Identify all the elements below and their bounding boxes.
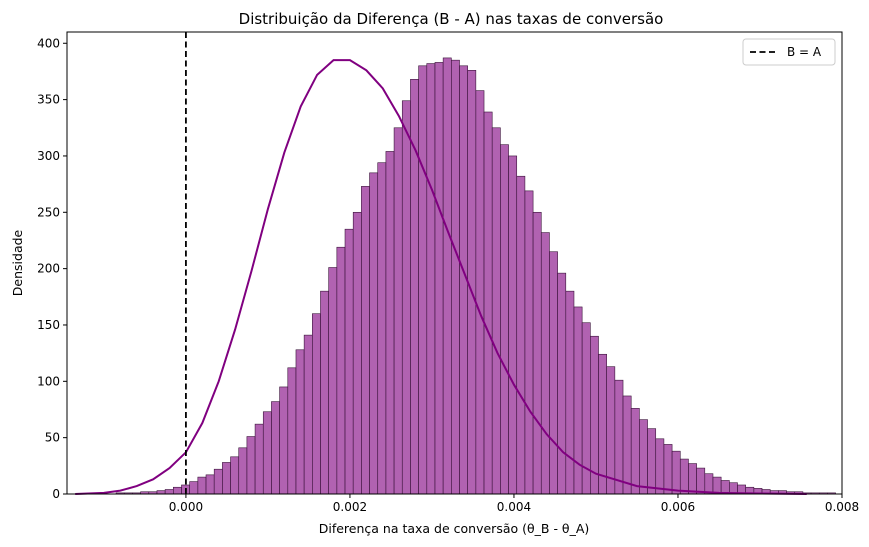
histogram-bar xyxy=(655,438,665,495)
y-axis-ticks: 0 50 100 150 200 250 300 350 400 xyxy=(37,36,67,501)
y-tick-label: 400 xyxy=(37,36,60,50)
histogram-bar xyxy=(540,232,550,495)
histogram-bar xyxy=(712,476,722,495)
plot-frame xyxy=(66,31,843,495)
histogram-bar xyxy=(295,349,305,495)
histogram-bar xyxy=(222,462,231,495)
histogram-bar xyxy=(393,127,403,495)
histogram-bar xyxy=(565,290,575,495)
histogram-bar xyxy=(230,456,240,495)
histogram-bar xyxy=(598,353,607,495)
x-axis-label: Diferença na taxa de conversão (θ_B - θ_… xyxy=(319,521,590,536)
x-tick-label: 0.002 xyxy=(333,500,367,514)
histogram-bar xyxy=(630,408,640,495)
x-tick-label: 0.008 xyxy=(825,500,859,514)
histogram-bar xyxy=(679,458,689,495)
y-tick-label: 350 xyxy=(37,93,60,107)
histogram-bar xyxy=(491,127,501,495)
histogram-bar xyxy=(197,476,207,495)
histogram-bar xyxy=(647,428,657,495)
histogram-bar xyxy=(401,100,411,495)
y-tick-label: 250 xyxy=(37,205,60,219)
histogram-bar xyxy=(361,186,370,495)
y-tick-label: 0 xyxy=(52,487,60,501)
histogram-bar xyxy=(500,144,509,495)
histogram-bar xyxy=(328,267,338,495)
histogram-bar xyxy=(557,272,567,495)
histogram-bar xyxy=(532,211,542,495)
histogram-bar xyxy=(622,395,632,495)
histogram-bar xyxy=(696,467,706,495)
chart-title: Distribuição da Diferença (B - A) nas ta… xyxy=(239,10,664,28)
histogram-bar xyxy=(156,490,166,495)
histogram-bar xyxy=(508,155,518,495)
x-axis-ticks: 0.000 0.002 0.004 0.006 0.008 xyxy=(169,494,859,514)
histogram-bar xyxy=(434,62,444,495)
y-axis-label: Densidade xyxy=(10,229,25,296)
histogram-bar xyxy=(426,63,436,495)
plot-area xyxy=(75,32,836,495)
histogram-bar xyxy=(246,436,256,495)
histogram-bar xyxy=(344,228,354,495)
histogram-bar xyxy=(614,379,624,495)
legend-box xyxy=(742,38,836,66)
histogram-bar xyxy=(606,366,616,495)
histogram-bar xyxy=(189,481,199,495)
legend-label: B = A xyxy=(787,45,822,59)
histogram-bar xyxy=(213,468,223,495)
histogram-bar xyxy=(336,246,346,495)
histogram-bar xyxy=(164,489,174,495)
histogram-bar xyxy=(385,151,395,495)
histogram-bar xyxy=(377,162,387,495)
histogram-bar xyxy=(524,190,534,495)
histogram-bar xyxy=(483,111,493,495)
histogram-bar xyxy=(516,175,526,495)
histogram-bar xyxy=(238,447,248,495)
histogram-bar xyxy=(205,474,215,495)
y-tick-label: 200 xyxy=(37,262,60,276)
legend: B = A xyxy=(742,38,836,66)
histogram-bar xyxy=(271,401,280,495)
x-tick-label: 0.000 xyxy=(169,500,203,514)
histogram-bar xyxy=(287,367,297,495)
y-tick-label: 50 xyxy=(45,431,60,445)
histogram-bar xyxy=(320,290,329,495)
histogram-bar xyxy=(173,486,182,495)
histogram-bar xyxy=(312,313,321,495)
histogram-bars xyxy=(115,57,836,495)
histogram-bar xyxy=(671,450,681,495)
histogram-bar xyxy=(279,386,289,495)
histogram-bar xyxy=(303,334,313,495)
y-tick-label: 150 xyxy=(37,318,60,332)
histogram-bar xyxy=(451,59,460,495)
histogram-bar xyxy=(369,172,379,495)
y-tick-label: 300 xyxy=(37,149,60,163)
histogram-bar xyxy=(663,444,673,495)
histogram-bar xyxy=(704,473,714,495)
histogram-bar xyxy=(639,419,648,495)
histogram-bar xyxy=(254,423,264,495)
y-tick-label: 100 xyxy=(37,374,60,388)
histogram-bar xyxy=(418,65,428,495)
x-tick-label: 0.006 xyxy=(661,500,695,514)
histogram-bar xyxy=(262,411,272,495)
histogram-bar xyxy=(475,90,485,495)
histogram-bar xyxy=(442,57,452,495)
x-tick-label: 0.004 xyxy=(497,500,531,514)
histogram-bar xyxy=(352,211,362,495)
histogram-bar xyxy=(549,251,558,495)
histogram-bar xyxy=(688,463,697,495)
